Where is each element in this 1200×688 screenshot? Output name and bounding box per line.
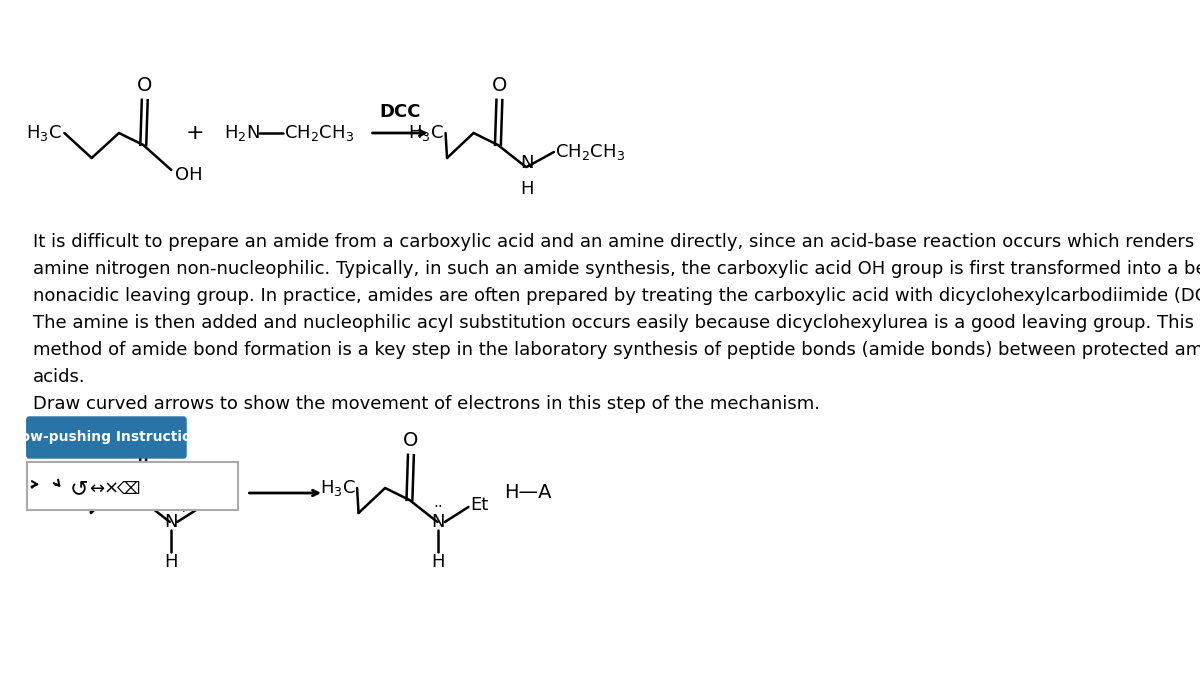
Text: $\mathregular{CH_2CH_3}$: $\mathregular{CH_2CH_3}$	[284, 123, 354, 143]
Text: ⌫: ⌫	[116, 480, 140, 498]
Text: $\mathregular{H_3C}$: $\mathregular{H_3C}$	[26, 123, 62, 143]
Text: method of amide bond formation is a key step in the laboratory synthesis of pept: method of amide bond formation is a key …	[32, 341, 1200, 359]
Text: N: N	[164, 513, 178, 531]
Text: :A: :A	[197, 484, 217, 502]
FancyBboxPatch shape	[26, 417, 186, 458]
Text: H: H	[164, 553, 178, 571]
Text: It is difficult to prepare an amide from a carboxylic acid and an amine directly: It is difficult to prepare an amide from…	[32, 233, 1200, 251]
Text: O: O	[136, 431, 151, 449]
Text: ↔: ↔	[89, 480, 104, 498]
Text: H: H	[432, 553, 445, 571]
Text: N: N	[520, 154, 534, 172]
Text: +: +	[186, 123, 204, 143]
Text: $\mathregular{H_2N}$: $\mathregular{H_2N}$	[224, 123, 260, 143]
Text: nonacidic leaving group. In practice, amides are often prepared by treating the : nonacidic leaving group. In practice, am…	[32, 287, 1200, 305]
FancyBboxPatch shape	[26, 462, 238, 510]
Text: Et: Et	[470, 496, 488, 514]
Text: $\mathregular{CH_2CH_3}$: $\mathregular{CH_2CH_3}$	[554, 142, 625, 162]
Text: ⁻: ⁻	[220, 484, 228, 502]
Text: $\mathregular{H_3C}$: $\mathregular{H_3C}$	[320, 478, 355, 498]
Text: H—A: H—A	[504, 484, 552, 502]
Text: H: H	[151, 497, 164, 515]
Text: O: O	[137, 76, 152, 94]
Text: H: H	[520, 180, 534, 198]
Text: Arrow-pushing Instructions: Arrow-pushing Instructions	[0, 430, 210, 444]
Text: The amine is then added and nucleophilic acyl substitution occurs easily because: The amine is then added and nucleophilic…	[32, 314, 1194, 332]
Text: O: O	[403, 431, 419, 449]
Text: DCC: DCC	[379, 103, 421, 121]
Text: Et: Et	[203, 496, 221, 514]
Text: ↺: ↺	[70, 479, 89, 499]
Text: +: +	[178, 501, 188, 515]
Text: O: O	[492, 76, 508, 94]
Text: acids.: acids.	[32, 368, 85, 386]
Text: N: N	[432, 513, 445, 531]
Text: $\mathregular{H_3C}$: $\mathregular{H_3C}$	[408, 123, 444, 143]
Text: ×: ×	[104, 480, 119, 498]
Text: ⋅⋅: ⋅⋅	[433, 499, 443, 513]
Text: OH: OH	[175, 166, 203, 184]
Text: amine nitrogen non-nucleophilic. Typically, in such an amide synthesis, the carb: amine nitrogen non-nucleophilic. Typical…	[32, 260, 1200, 278]
Text: $\mathregular{H_3C}$: $\mathregular{H_3C}$	[52, 478, 88, 498]
Text: Draw curved arrows to show the movement of electrons in this step of the mechani: Draw curved arrows to show the movement …	[32, 395, 820, 413]
